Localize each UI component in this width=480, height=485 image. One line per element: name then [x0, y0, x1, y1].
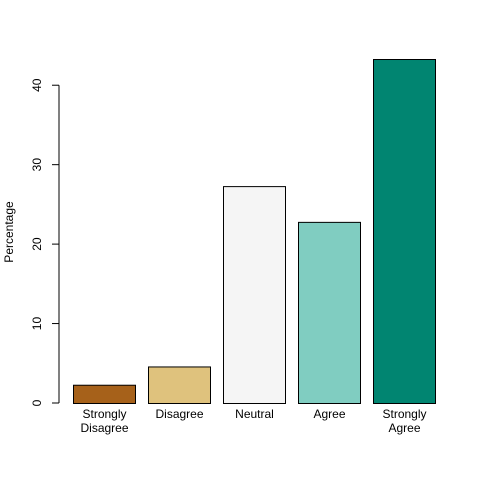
y-tick-label: 20 — [30, 237, 44, 251]
bar — [148, 366, 211, 404]
x-tick-label: Agree — [313, 407, 345, 421]
y-axis: 0 10 20 30 40 — [30, 78, 60, 406]
y-axis-label: Percentage — [2, 201, 16, 263]
bar — [373, 59, 436, 404]
bar — [73, 384, 136, 404]
bar — [298, 221, 361, 404]
x-tick-label: Agree — [388, 421, 420, 435]
bar — [223, 186, 286, 404]
x-tick-label: Disagree — [155, 407, 203, 421]
bars — [73, 59, 436, 404]
x-tick-label: Strongly — [382, 407, 426, 421]
x-tick-label: Strongly — [82, 407, 126, 421]
x-tick-label: Neutral — [235, 407, 274, 421]
x-tick-label: Disagree — [80, 421, 128, 435]
y-tick-label: 0 — [30, 399, 44, 406]
y-tick-label: 10 — [30, 317, 44, 331]
y-tick-label: 30 — [30, 158, 44, 172]
y-tick-label: 40 — [30, 78, 44, 92]
